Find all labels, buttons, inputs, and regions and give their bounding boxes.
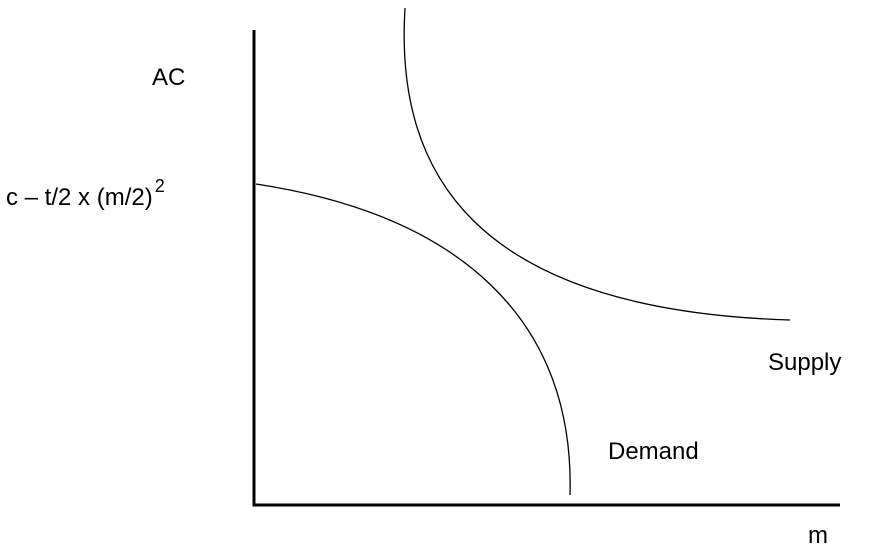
y-axis-label: AC [152,64,186,91]
demand-curve [255,183,571,496]
intercept-label: c – t/2 x (m/2) 2 [6,176,165,212]
intercept-exponent: 2 [154,176,165,196]
supply-curve [403,7,791,321]
x-axis-label: m [808,522,828,549]
supply-label: Supply [768,349,842,376]
demand-label: Demand [608,438,699,465]
intercept-text: c – t/2 x (m/2) [6,184,153,211]
